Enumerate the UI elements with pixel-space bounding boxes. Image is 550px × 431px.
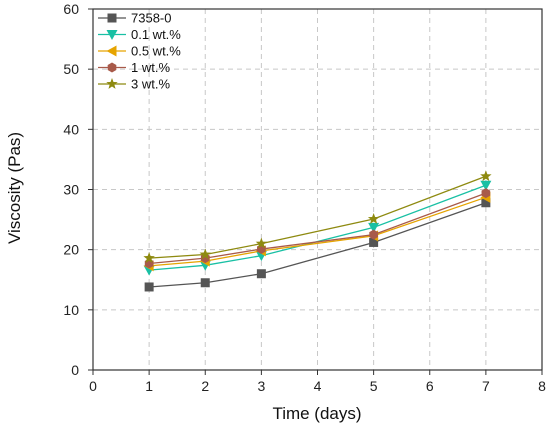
legend-marker-3-wt: [106, 78, 118, 89]
legend-entry-1-wt: 1 wt.%: [98, 60, 170, 75]
legend-marker-7358-0: [107, 13, 117, 23]
series-3-wt: [143, 170, 492, 263]
x-tick-label: 7: [482, 378, 490, 394]
legend-marker-0-1-wt: [106, 30, 118, 40]
y-tick-label: 60: [63, 1, 79, 17]
y-tick-label: 20: [63, 242, 79, 258]
data-point-0-1-wt: [368, 222, 380, 233]
data-point-1-wt: [369, 229, 378, 240]
legend: 7358-00.1 wt.% 0.5 wt.%1 wt.% 3 wt.%: [98, 11, 181, 92]
data-point-7358-0: [369, 237, 379, 247]
data-point-1-wt: [481, 188, 491, 199]
x-tick-label: 2: [201, 378, 209, 394]
y-tick-label: 0: [71, 362, 79, 378]
legend-label: 7358-0: [131, 11, 171, 26]
x-tick-label: 3: [257, 378, 265, 394]
x-tick-label: 0: [89, 378, 97, 394]
data-point-7358-0: [144, 282, 154, 292]
axes: 0 1 2 3 4 5 6 7 8 0 10 20 30 40 50 60: [63, 1, 546, 394]
legend-marker-0-5-wt: [106, 45, 117, 57]
y-tick-label: 40: [63, 121, 79, 137]
series-group: [143, 170, 492, 292]
legend-entry-0-5-wt: 0.5 wt.%: [98, 44, 181, 59]
y-tick-label: 30: [63, 182, 79, 198]
legend-marker-1-wt: [107, 62, 117, 73]
data-point-3-wt: [143, 252, 155, 263]
legend-entry-0-1-wt: 0.1 wt.%: [98, 27, 181, 42]
legend-label: 0.1 wt.%: [131, 27, 181, 42]
data-point-3-wt: [199, 248, 211, 260]
data-point-7358-0: [200, 278, 210, 288]
series-7358-0: [144, 198, 491, 292]
data-point-7358-0: [481, 198, 491, 208]
y-axis-label: Viscosity (Pas): [5, 132, 24, 244]
y-tick-label: 10: [63, 302, 79, 318]
data-point-3-wt: [480, 170, 492, 182]
legend-entry-3-wt: 3 wt.%: [98, 77, 170, 92]
x-tick-label: 4: [314, 378, 322, 394]
legend-label: 1 wt.%: [131, 60, 170, 75]
legend-label: 0.5 wt.%: [131, 44, 181, 59]
x-tick-label: 6: [426, 378, 434, 394]
data-point-7358-0: [256, 269, 266, 279]
legend-label: 3 wt.%: [131, 77, 170, 92]
y-tick-label: 50: [63, 61, 79, 77]
data-point-3-wt: [367, 212, 380, 224]
x-tick-label: 5: [370, 378, 378, 394]
x-axis-label: Time (days): [272, 404, 361, 423]
x-tick-label: 1: [145, 378, 153, 394]
data-point-3-wt: [255, 237, 268, 249]
data-point-0-1-wt: [480, 180, 492, 191]
x-tick-label: 8: [538, 378, 546, 394]
legend-entry-7358-0: 7358-0: [98, 11, 171, 26]
